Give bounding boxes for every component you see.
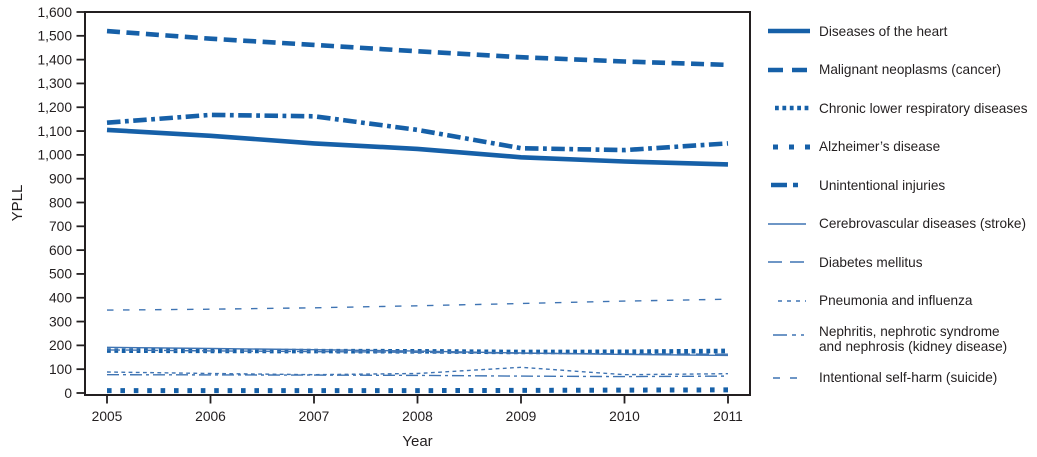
legend-line-thick-sparse-dot-icon xyxy=(773,144,810,150)
legend-item-malignant-neoplasms: Malignant neoplasms (cancer) xyxy=(768,51,1037,90)
legend-label: Cerebrovascular diseases (stroke) xyxy=(819,216,1027,232)
x-tick-label: 2005 xyxy=(92,409,123,424)
y-tick-label: 1,000 xyxy=(37,148,72,163)
legend-line-thin-long-dash-icon xyxy=(768,261,808,263)
y-tick-label: 600 xyxy=(49,243,72,258)
y-tick-label: 100 xyxy=(49,362,72,377)
legend-label: Pneumonia and influenza xyxy=(819,293,973,309)
series-line-diseases-of-the-heart xyxy=(106,127,729,167)
y-axis-title: YPLL xyxy=(9,185,26,222)
legend-line-thin-sparse-dash-icon xyxy=(773,377,807,379)
legend-label: Malignant neoplasms (cancer) xyxy=(819,62,1002,78)
legend-line-thick-solid-icon xyxy=(768,28,810,34)
legend-line-thin-solid-icon xyxy=(768,223,806,225)
legend-label: Intentional self-harm (suicide) xyxy=(819,370,998,386)
series-line-pneumonia-and-influenza xyxy=(106,366,729,376)
series-line-unintentional-injuries xyxy=(106,112,729,153)
legend-label: Diseases of the heart xyxy=(819,23,948,39)
legend-line-thin-dash-dot-icon xyxy=(773,334,804,336)
y-tick-label: 300 xyxy=(49,314,72,329)
x-axis-title: Year xyxy=(402,433,432,450)
y-tick-label: 0 xyxy=(64,386,72,401)
legend-item-unintentional-injuries: Unintentional injuries xyxy=(768,166,1037,205)
legend-label-line-1: Nephritis, nephrotic syndrome xyxy=(819,324,1000,339)
legend-item-diabetes-mellitus: Diabetes mellitus xyxy=(768,243,1037,282)
legend-item-diseases-of-the-heart: Diseases of the heart xyxy=(768,12,1037,51)
series-line-intentional-self-harm-suicide xyxy=(106,298,729,311)
y-tick-label: 1,400 xyxy=(37,52,72,67)
plot-border xyxy=(84,11,751,396)
legend-label: Chronic lower respiratory diseases xyxy=(819,100,1028,116)
y-tick-label: 1,600 xyxy=(37,5,72,20)
legend-line-thin-short-dash-icon xyxy=(778,300,806,302)
legend-label: Unintentional injuries xyxy=(819,177,946,193)
legend-line-thick-dot-icon xyxy=(775,105,810,111)
y-tick-label: 1,100 xyxy=(37,124,72,139)
x-tick-label: 2008 xyxy=(402,409,433,424)
legend-label: Alzheimer’s disease xyxy=(819,139,941,155)
y-tick-label: 400 xyxy=(49,291,72,306)
series-line-nephritis-nephrotic-syndrome-and-nephrosis-kidney-disease xyxy=(106,374,729,378)
y-tick-label: 900 xyxy=(49,171,72,186)
y-tick-label: 500 xyxy=(49,267,72,282)
series-line-alzheimer-s-disease xyxy=(107,387,729,394)
legend-item-pneumonia-and-influenza: Pneumonia and influenza xyxy=(768,282,1037,321)
plot-area: YPLL Year 0 100 200 300 400 500 600 700 800 900 1,… xyxy=(9,5,751,450)
y-tick-label: 1,500 xyxy=(37,29,72,44)
legend-label: Diabetes mellitus xyxy=(819,254,923,270)
x-tick-label: 2010 xyxy=(609,409,640,424)
legend-item-intentional-self-harm: Intentional self-harm (suicide) xyxy=(768,359,1037,398)
plot-generated-content: 0 100 200 300 400 500 600 700 800 900 1,000 1,100 1,… xyxy=(37,5,751,424)
series-line-diabetes-mellitus xyxy=(106,349,729,355)
legend-label: Nephritis, nephrotic syndrome and nephros… xyxy=(819,324,1007,354)
x-tick-label: 2009 xyxy=(506,409,537,424)
legend-label-line-2: and nephrosis (kidney disease) xyxy=(819,339,1008,355)
y-tick-label: 200 xyxy=(49,338,72,353)
legend-item-nephritis-kidney-disease: Nephritis, nephrotic syndrome and nephros… xyxy=(768,320,1037,359)
legend-item-chronic-lower-respiratory: Chronic lower respiratory diseases xyxy=(768,89,1037,128)
y-tick-label: 800 xyxy=(49,195,72,210)
legend-line-thick-dash-icon xyxy=(768,67,810,73)
y-tick-label: 1,300 xyxy=(37,76,72,91)
legend-item-alzheimers-disease: Alzheimer’s disease xyxy=(768,128,1037,167)
series-line-malignant-neoplasms-cancer xyxy=(106,28,729,68)
x-tick-label: 2007 xyxy=(299,409,330,424)
legend-line-thick-dash-dot-icon xyxy=(771,182,810,188)
x-tick-label: 2006 xyxy=(195,409,226,424)
legend-item-cerebrovascular-diseases: Cerebrovascular diseases (stroke) xyxy=(768,205,1037,244)
x-tick-label: 2011 xyxy=(713,409,743,424)
chart-legend: Diseases of the heart Malignant neoplasm… xyxy=(762,0,1037,457)
y-tick-label: 700 xyxy=(49,219,72,234)
y-tick-label: 1,200 xyxy=(37,100,72,115)
